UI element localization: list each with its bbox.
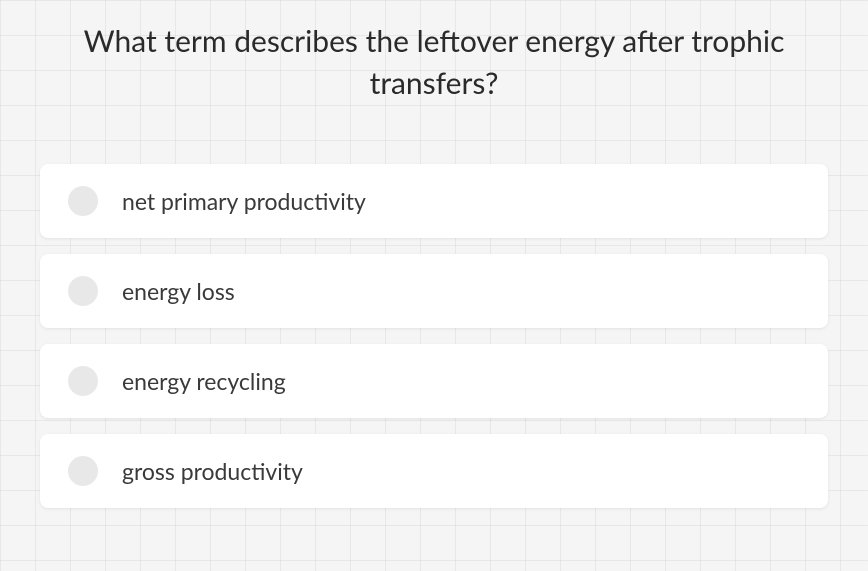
option-0[interactable]: net primary productivity: [40, 164, 828, 238]
option-1[interactable]: energy loss: [40, 254, 828, 328]
option-label: energy recycling: [122, 367, 286, 395]
option-label: gross productivity: [122, 457, 303, 485]
radio-icon: [68, 276, 98, 306]
option-3[interactable]: gross productivity: [40, 434, 828, 508]
option-label: energy loss: [122, 277, 235, 305]
options-container: net primary productivity energy loss ene…: [40, 164, 828, 508]
radio-icon: [68, 366, 98, 396]
radio-icon: [68, 456, 98, 486]
radio-icon: [68, 186, 98, 216]
option-2[interactable]: energy recycling: [40, 344, 828, 418]
question-container: What term describes the leftover energy …: [40, 20, 828, 104]
question-text: What term describes the leftover energy …: [70, 20, 798, 104]
option-label: net primary productivity: [122, 187, 366, 215]
